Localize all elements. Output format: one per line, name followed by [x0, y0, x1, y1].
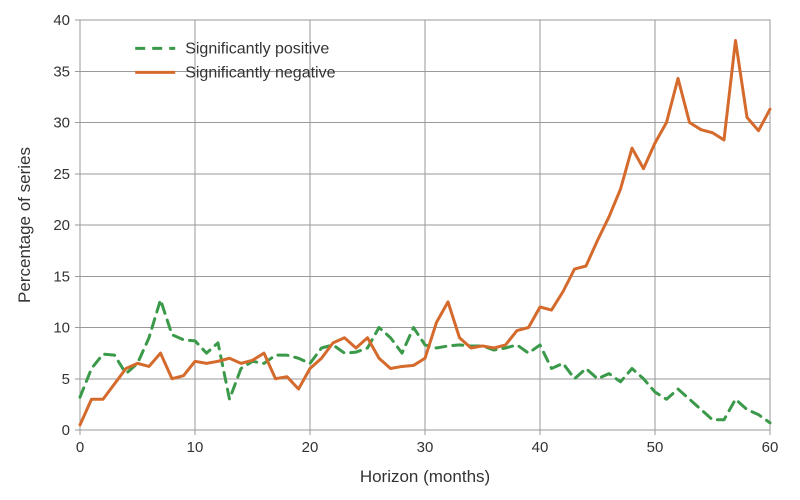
- y-tick-label: 40: [53, 12, 70, 29]
- y-tick-label: 5: [62, 371, 70, 388]
- x-tick-label: 60: [762, 439, 779, 456]
- y-tick-label: 35: [53, 63, 70, 80]
- y-tick-label: 15: [53, 268, 70, 285]
- x-tick-label: 10: [187, 439, 204, 456]
- x-tick-label: 30: [417, 439, 434, 456]
- x-tick-label: 0: [76, 439, 84, 456]
- y-axis-label: Percentage of series: [15, 147, 34, 303]
- y-tick-label: 30: [53, 115, 70, 132]
- x-tick-label: 50: [647, 439, 664, 456]
- y-tick-label: 25: [53, 166, 70, 183]
- y-tick-label: 20: [53, 217, 70, 234]
- x-axis-label: Horizon (months): [360, 467, 490, 486]
- line-chart: 0 10 20 30 40 50 60 0 5 10 15 20 25 30 35 40 Horizon (mo…: [0, 0, 800, 500]
- y-tick-label: 10: [53, 320, 70, 337]
- legend-label: Significantly positive: [185, 40, 329, 57]
- legend-label: Significantly negative: [185, 64, 335, 81]
- x-tick-label: 20: [302, 439, 319, 456]
- y-tick-label: 0: [62, 422, 70, 439]
- chart-svg: 0 10 20 30 40 50 60 0 5 10 15 20 25 30 35 40 Horizon (mo…: [0, 0, 800, 500]
- x-tick-label: 40: [532, 439, 549, 456]
